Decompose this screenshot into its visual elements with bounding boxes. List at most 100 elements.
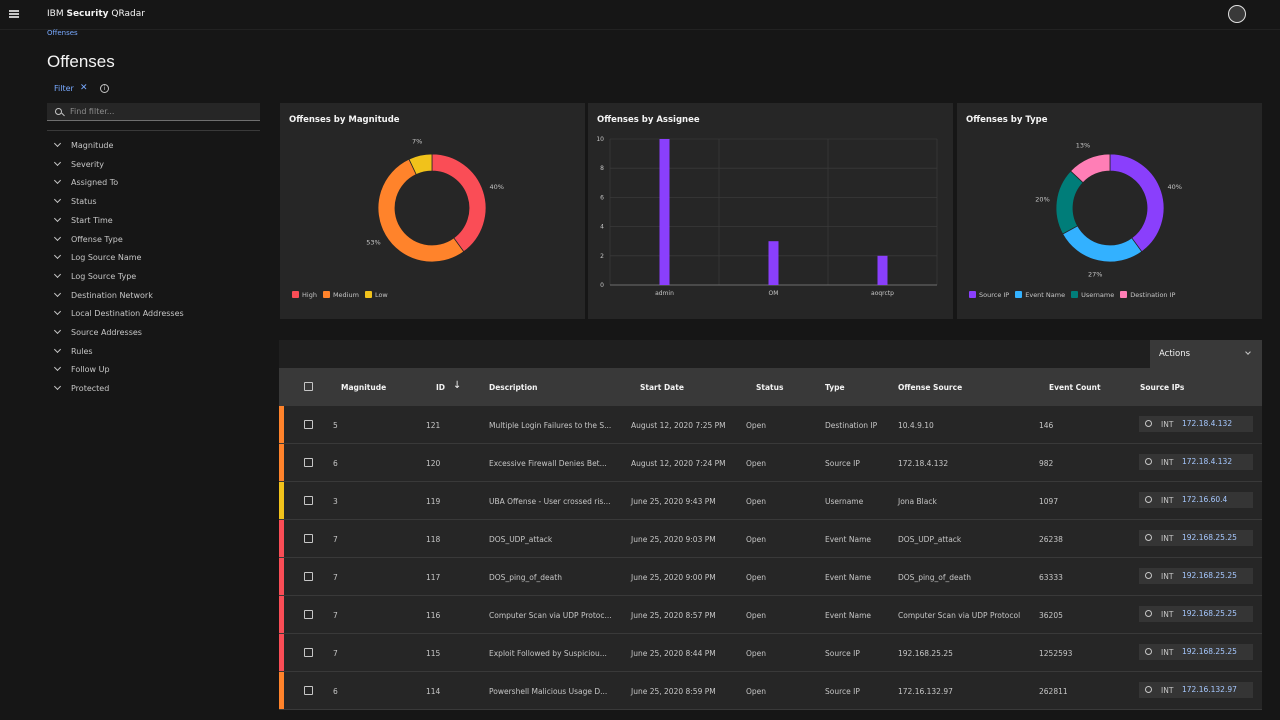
table-row[interactable]: 7 118 DOS_UDP_attack June 25, 2020 9:03 PM O…	[279, 520, 1262, 558]
filter-item-label: Rules	[71, 346, 93, 356]
cell-desc: Powershell Malicious Usage D...	[489, 687, 608, 696]
filter-item-label: Follow Up	[71, 365, 110, 375]
donut-slice[interactable]	[1070, 153, 1111, 184]
legend-label: Low	[374, 291, 388, 299]
column-header[interactable]: Type	[825, 383, 845, 392]
sort-arrow-icon[interactable]: ↓	[453, 380, 462, 391]
cell-mag: 7	[333, 535, 338, 544]
table-row[interactable]: 6 114 Powershell Malicious Usage D... June …	[279, 672, 1262, 710]
ip-address[interactable]: 192.168.25.25	[1182, 609, 1237, 618]
filter-search-input[interactable]: Find filter...	[47, 103, 260, 121]
filter-item[interactable]: Log Source Type	[53, 270, 136, 286]
bar[interactable]	[659, 139, 670, 285]
ip-address[interactable]: 172.18.4.132	[1182, 457, 1233, 466]
ip-address[interactable]: 172.18.4.132	[1182, 419, 1233, 428]
legend-item[interactable]: Destination IP	[1120, 291, 1175, 299]
donut-slice[interactable]	[1062, 225, 1143, 263]
legend-item[interactable]: Event Name	[1015, 291, 1065, 299]
user-avatar-icon[interactable]	[1228, 5, 1246, 23]
column-header[interactable]: Offense Source	[898, 383, 963, 392]
breadcrumb-offenses[interactable]: Offenses	[47, 29, 78, 37]
x-tick-label: OM	[769, 290, 779, 297]
column-header[interactable]: Description	[489, 383, 538, 392]
row-checkbox[interactable]	[304, 572, 313, 581]
filter-item[interactable]: Magnitude	[53, 139, 113, 155]
ip-address[interactable]: 192.168.25.25	[1182, 647, 1237, 656]
chart-offenses-by-assignee: Offenses by Assignee 0 2 4 6 8 10 admin OM aoqrc…	[588, 103, 953, 319]
filter-item[interactable]: Log Source Name	[53, 252, 141, 267]
ip-address[interactable]: 192.168.25.25	[1182, 533, 1237, 542]
row-checkbox[interactable]	[304, 420, 313, 429]
filter-item[interactable]: Follow Up	[53, 364, 110, 379]
table-row[interactable]: 7 115 Exploit Followed by Suspiciou... June…	[279, 634, 1262, 672]
filter-item[interactable]: Rules	[53, 345, 93, 361]
source-ip-tag[interactable]: INT 172.16.60.4	[1139, 492, 1253, 508]
filter-item[interactable]: Severity	[53, 158, 104, 174]
donut-slice[interactable]	[1109, 153, 1165, 253]
bar[interactable]	[877, 255, 888, 285]
circle-icon	[1145, 610, 1152, 617]
row-checkbox[interactable]	[304, 458, 313, 467]
legend-swatch	[364, 291, 372, 298]
filter-item[interactable]: Assigned To	[53, 177, 118, 192]
source-ip-tag[interactable]: INT 192.168.25.25	[1139, 530, 1253, 546]
filter-item[interactable]: Local Destination Addresses	[53, 308, 184, 323]
source-ip-tag[interactable]: INT 172.18.4.132	[1139, 454, 1253, 470]
legend-item[interactable]: High	[292, 291, 317, 299]
row-checkbox[interactable]	[304, 496, 313, 505]
column-header[interactable]: Source IPs	[1140, 383, 1185, 392]
filter-tag[interactable]: Filter	[54, 84, 74, 93]
column-header[interactable]: Magnitude	[341, 383, 387, 392]
donut-slice[interactable]	[431, 153, 487, 253]
source-ip-tag[interactable]: INT 192.168.25.25	[1139, 606, 1253, 622]
chart-offenses-by-type: Offenses by Type 40% 27% 20% 13% Source IP E…	[957, 103, 1262, 319]
row-checkbox[interactable]	[304, 648, 313, 657]
row-checkbox[interactable]	[304, 686, 313, 695]
ip-type: INT	[1161, 610, 1174, 619]
filter-item[interactable]: Protected	[53, 383, 109, 398]
table-row[interactable]: 5 121 Multiple Login Failures to the S... A…	[279, 406, 1262, 444]
source-ip-tag[interactable]: INT 192.168.25.25	[1139, 568, 1253, 584]
source-ip-tag[interactable]: INT 172.18.4.132	[1139, 416, 1253, 432]
row-checkbox[interactable]	[304, 610, 313, 619]
info-icon[interactable]: i	[100, 84, 109, 93]
actions-dropdown[interactable]: Actions	[1150, 340, 1262, 368]
y-tick-label: 8	[600, 165, 604, 172]
donut-slice[interactable]	[408, 153, 433, 176]
ip-address[interactable]: 192.168.25.25	[1182, 571, 1237, 580]
select-all-checkbox[interactable]	[304, 382, 313, 391]
bar[interactable]	[768, 241, 779, 285]
cell-status: Open	[746, 421, 767, 430]
filter-item[interactable]: Status	[53, 196, 97, 211]
ip-type: INT	[1161, 420, 1174, 429]
legend-item[interactable]: Source IP	[969, 291, 1009, 299]
legend-item[interactable]: Low	[364, 291, 388, 299]
table-row[interactable]: 6 120 Excessive Firewall Denies Bet... Augu…	[279, 444, 1262, 482]
source-ip-tag[interactable]: INT 172.16.132.97	[1139, 682, 1253, 698]
filter-item[interactable]: Offense Type	[53, 233, 123, 249]
filter-item[interactable]: Destination Network	[53, 289, 153, 305]
table-row[interactable]: 7 116 Computer Scan via UDP Protoc... June …	[279, 596, 1262, 634]
filter-item[interactable]: Start Time	[53, 214, 113, 230]
ip-address[interactable]: 172.16.132.97	[1182, 685, 1237, 694]
cell-count: 146	[1039, 421, 1054, 430]
column-header[interactable]: Status	[756, 383, 784, 392]
table-row[interactable]: 7 117 DOS_ping_of_death June 25, 2020 9:00 …	[279, 558, 1262, 596]
column-header[interactable]: Event Count	[1049, 383, 1101, 392]
circle-icon	[1145, 496, 1152, 503]
donut-slice[interactable]	[1055, 170, 1084, 235]
column-header[interactable]: Start Date	[640, 383, 684, 392]
legend-item[interactable]: Username	[1071, 291, 1114, 299]
cell-desc: DOS_UDP_attack	[489, 535, 553, 544]
column-header[interactable]: ID	[436, 383, 446, 392]
ip-address[interactable]: 172.16.60.4	[1182, 495, 1228, 504]
row-checkbox[interactable]	[304, 534, 313, 543]
filter-item[interactable]: Source Addresses	[53, 326, 142, 342]
legend-item[interactable]: Medium	[322, 291, 359, 299]
clear-filter-icon[interactable]: ✕	[80, 83, 88, 93]
cell-desc: UBA Offense - User crossed ris...	[489, 497, 611, 506]
table-row[interactable]: 3 119 UBA Offense - User crossed ris... Jun…	[279, 482, 1262, 520]
source-ip-tag[interactable]: INT 192.168.25.25	[1139, 644, 1253, 660]
menu-icon[interactable]	[9, 10, 19, 18]
donut-slice[interactable]	[377, 158, 465, 263]
